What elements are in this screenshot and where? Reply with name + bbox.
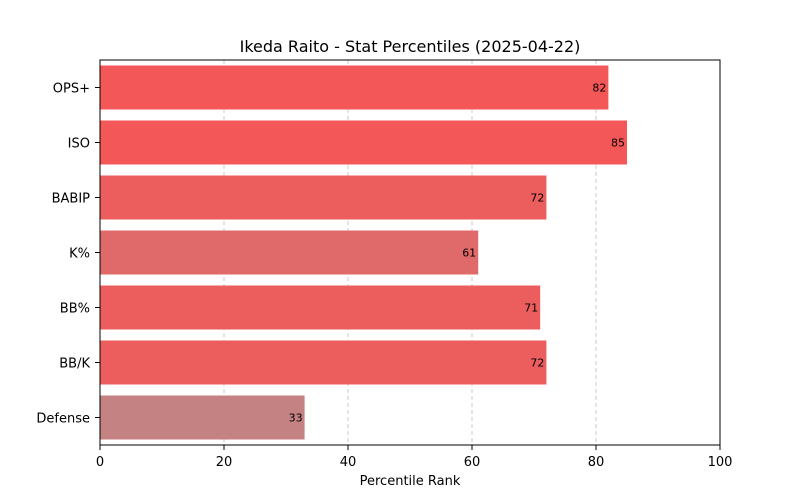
data-label: 61 — [462, 247, 476, 260]
data-label: 85 — [611, 137, 625, 150]
bar — [100, 230, 479, 275]
y-axis-ticks: OPS+ ISO BABIP K% BB% BB/K Defense — [36, 82, 100, 427]
data-label: 72 — [530, 192, 544, 205]
y-tick-label: OPS+ — [53, 82, 90, 97]
data-label: 82 — [592, 82, 606, 95]
x-tick-label: 100 — [708, 455, 733, 470]
y-tick-label: ISO — [68, 137, 90, 152]
y-tick-label: K% — [69, 247, 90, 262]
bars: 82 85 72 61 71 72 33 — [100, 65, 627, 440]
x-tick-label: 60 — [464, 455, 481, 470]
bar — [100, 395, 305, 440]
x-tick-label: 80 — [588, 455, 605, 470]
x-axis-label: Percentile Rank — [360, 474, 461, 489]
y-tick-label: BB/K — [59, 357, 90, 372]
data-label: 71 — [524, 302, 538, 315]
data-label: 72 — [530, 357, 544, 370]
y-tick-label: Defense — [36, 412, 90, 427]
bar — [100, 65, 609, 110]
bar — [100, 285, 541, 330]
x-tick-label: 40 — [340, 455, 357, 470]
bar — [100, 175, 547, 220]
bar — [100, 120, 627, 165]
data-label: 33 — [289, 412, 303, 425]
y-tick-label: BABIP — [52, 192, 91, 207]
bar — [100, 340, 547, 385]
x-tick-label: 0 — [96, 455, 104, 470]
y-tick-label: BB% — [60, 302, 90, 317]
x-axis-ticks: 0 20 40 60 80 100 — [96, 445, 733, 470]
x-tick-label: 20 — [216, 455, 233, 470]
chart-title: Ikeda Raito - Stat Percentiles (2025-04-… — [240, 37, 581, 56]
